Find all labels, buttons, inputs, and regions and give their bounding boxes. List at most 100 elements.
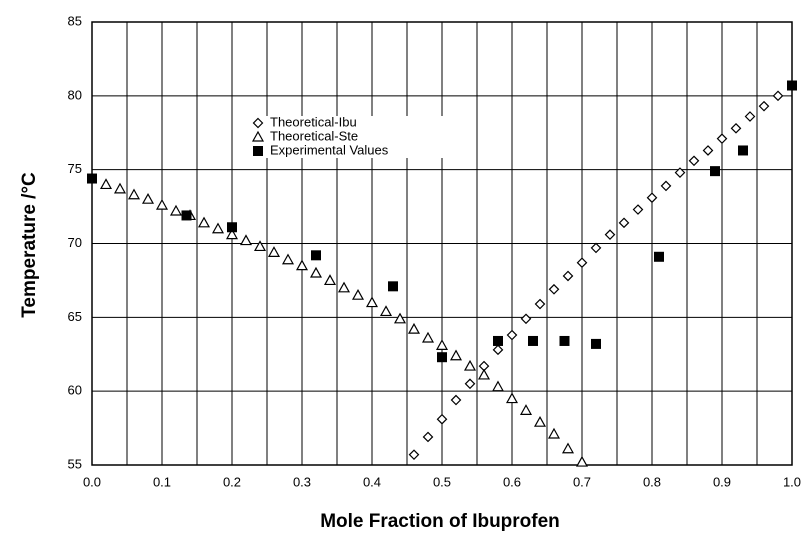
diamond-point <box>422 431 434 443</box>
triangle-point <box>449 349 463 361</box>
triangle-point <box>253 240 267 252</box>
triangle-point <box>519 404 533 415</box>
square-point <box>388 281 398 292</box>
triangle-point <box>421 331 435 343</box>
diamond-point <box>464 378 476 390</box>
legend-label: Experimental Values <box>270 142 389 157</box>
triangle-point <box>155 198 169 210</box>
triangle-point <box>309 266 323 278</box>
legend-marker <box>253 146 263 156</box>
diamond-point <box>604 229 616 240</box>
legend-background <box>250 130 450 144</box>
triangle-point <box>533 415 547 427</box>
triangle-point <box>547 427 561 439</box>
triangle-point <box>575 455 589 467</box>
diamond-point <box>506 329 518 341</box>
square-point <box>528 335 538 346</box>
y-tick-label: 55 <box>68 456 82 471</box>
square-point <box>654 251 664 262</box>
x-tick-label: 0.6 <box>503 474 521 489</box>
diamond-point <box>730 122 742 134</box>
y-tick-label: 70 <box>68 235 82 250</box>
triangle-point <box>141 192 155 204</box>
diamond-point <box>534 298 546 310</box>
square-point <box>87 173 97 184</box>
triangle-point <box>337 281 351 293</box>
triangle-point <box>281 253 295 265</box>
diamond-point <box>436 413 448 425</box>
triangle-point <box>379 305 393 317</box>
plot-frame <box>91 21 793 466</box>
x-tick-label: 0.2 <box>223 474 241 489</box>
triangle-point <box>169 204 183 216</box>
square-point <box>311 250 321 261</box>
diamond-point <box>408 449 420 461</box>
y-tick-label: 85 <box>68 13 82 28</box>
y-tick-label: 65 <box>68 309 82 324</box>
triangle-point <box>295 259 309 271</box>
y-axis-title: Temperature /°C <box>19 172 40 318</box>
triangle-point <box>197 216 211 228</box>
diamond-point <box>688 155 700 167</box>
diamond-point <box>450 394 462 406</box>
x-tick-label: 0.0 <box>83 474 101 489</box>
square-point <box>591 338 601 349</box>
square-point <box>559 335 570 346</box>
square-point <box>738 145 748 156</box>
x-axis-title: Mole Fraction of Ibuprofen <box>320 511 560 532</box>
x-tick-label: 0.4 <box>363 474 381 489</box>
triangle-point <box>491 380 505 392</box>
triangle-point <box>463 359 477 371</box>
triangle-point <box>113 182 127 194</box>
y-tick-label: 60 <box>68 383 82 398</box>
legend-label: Theoretical-Ibu <box>270 114 357 129</box>
square-point <box>227 222 237 233</box>
diamond-point <box>772 90 784 102</box>
legend-marker <box>251 130 265 142</box>
triangle-point <box>323 274 337 286</box>
diamond-point <box>702 145 714 156</box>
triangle-point <box>127 188 141 200</box>
square-point <box>181 210 192 221</box>
x-tick-label: 0.1 <box>153 474 171 489</box>
diamond-point <box>576 257 588 269</box>
triangle-point <box>393 312 407 324</box>
square-point <box>787 80 797 91</box>
diamond-point <box>674 167 686 178</box>
triangle-point <box>267 246 281 257</box>
triangle-point <box>477 368 491 380</box>
triangle-point <box>435 339 449 350</box>
diamond-point <box>744 111 756 122</box>
diamond-point <box>716 133 728 145</box>
legend-marker <box>252 117 264 129</box>
x-tick-label: 0.5 <box>433 474 451 489</box>
diamond-point <box>492 344 504 356</box>
triangle-point <box>505 392 519 404</box>
x-tick-label: 0.3 <box>293 474 311 489</box>
triangle-point <box>225 228 239 240</box>
square-point <box>437 352 447 363</box>
triangle-point <box>351 288 365 300</box>
diamond-point <box>520 313 532 325</box>
diamond-point <box>646 192 658 204</box>
legend-background <box>250 116 450 130</box>
x-tick-label: 0.7 <box>573 474 591 489</box>
x-tick-label: 0.8 <box>643 474 661 489</box>
diamond-point <box>590 242 602 254</box>
x-tick-label: 0.9 <box>713 474 731 489</box>
diamond-point <box>562 270 574 282</box>
diamond-point <box>548 283 560 295</box>
triangle-point <box>365 296 379 308</box>
square-point <box>710 166 720 177</box>
diamond-point <box>758 100 770 112</box>
square-point <box>493 335 503 346</box>
y-tick-label: 80 <box>68 87 82 102</box>
triangle-point <box>99 178 113 190</box>
triangle-point <box>211 222 225 234</box>
triangle-point <box>561 442 575 454</box>
triangle-point <box>239 234 253 246</box>
diamond-point <box>632 204 644 215</box>
y-tick-label: 75 <box>68 161 82 176</box>
